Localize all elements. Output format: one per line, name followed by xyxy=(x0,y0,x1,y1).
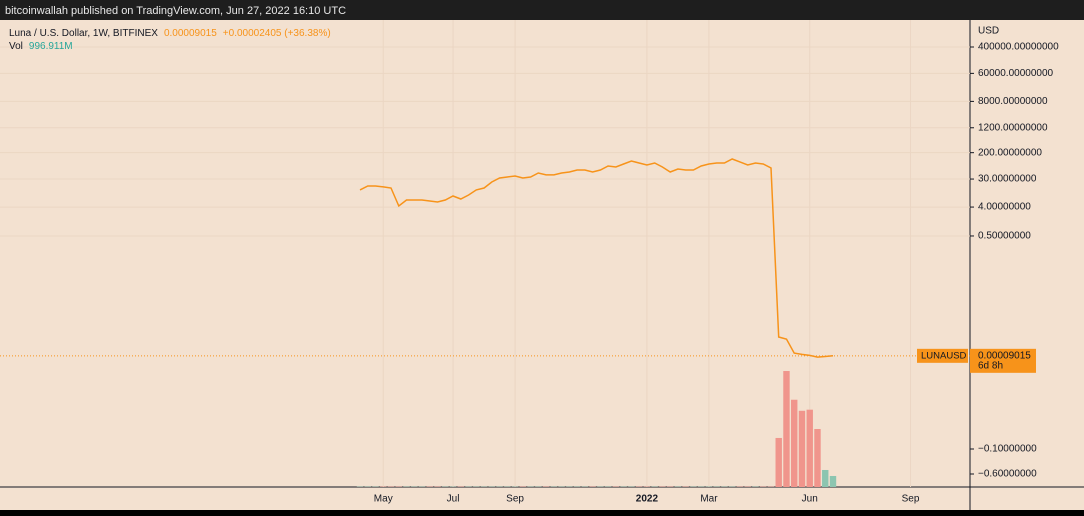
x-tick-label: 2022 xyxy=(636,494,659,505)
last-price: 0.00009015 xyxy=(164,28,217,39)
volume-bar xyxy=(806,409,813,487)
volume-name: Vol xyxy=(9,41,23,52)
x-tick-label: Mar xyxy=(700,494,718,505)
tag-name-box xyxy=(917,348,968,363)
volume-bar xyxy=(814,429,821,487)
header: bitcoinwallah published on TradingView.c… xyxy=(5,5,346,17)
axis-unit: USD xyxy=(978,26,999,37)
y-tick-label: 1200.00000000 xyxy=(978,122,1048,133)
volume-bar xyxy=(775,437,782,487)
volume-value: 996.911M xyxy=(29,41,73,52)
volume-bar xyxy=(829,475,837,487)
volume-legend: Vol 996.911M xyxy=(9,41,73,52)
volume-bar xyxy=(822,469,829,487)
y-tick-label: 8000.00000000 xyxy=(978,96,1048,107)
tag-value-box xyxy=(970,348,1036,373)
background xyxy=(0,20,1084,510)
y-tick-label: 30.00000000 xyxy=(978,174,1037,185)
x-tick-label: Sep xyxy=(902,494,920,505)
y-tick-label: 400000.00000000 xyxy=(978,42,1059,53)
volume-bar xyxy=(798,410,806,487)
volume-bar xyxy=(783,371,790,487)
price-line-series xyxy=(359,158,834,358)
x-tick-label: Sep xyxy=(506,494,524,505)
x-tick-label: May xyxy=(374,494,393,505)
y-tick-label: 0.50000000 xyxy=(978,231,1031,242)
header-bar xyxy=(0,0,1084,20)
x-tick-label: Jun xyxy=(802,494,818,505)
tag-countdown: 6d 8h xyxy=(978,360,1003,371)
x-tick-label: Jul xyxy=(447,494,460,505)
tag-name: LUNAUSD xyxy=(921,350,967,361)
volume-bar xyxy=(791,399,798,487)
title: Luna / U.S. Dollar, 1W, BITFINEX xyxy=(9,28,158,39)
y2-tick-label: −0.60000000 xyxy=(978,469,1037,480)
change: +0.00002405 (+36.38%) xyxy=(223,28,331,39)
y-tick-label: 60000.00000000 xyxy=(978,68,1054,79)
tag-value: 0.00009015 xyxy=(978,350,1031,361)
y-tick-label: 200.00000000 xyxy=(978,147,1042,158)
y2-tick-label: −0.10000000 xyxy=(978,444,1037,455)
legend-title: Luna / U.S. Dollar, 1W, BITFINEX 0.000090… xyxy=(9,28,331,39)
y-tick-label: 4.00000000 xyxy=(978,202,1031,213)
